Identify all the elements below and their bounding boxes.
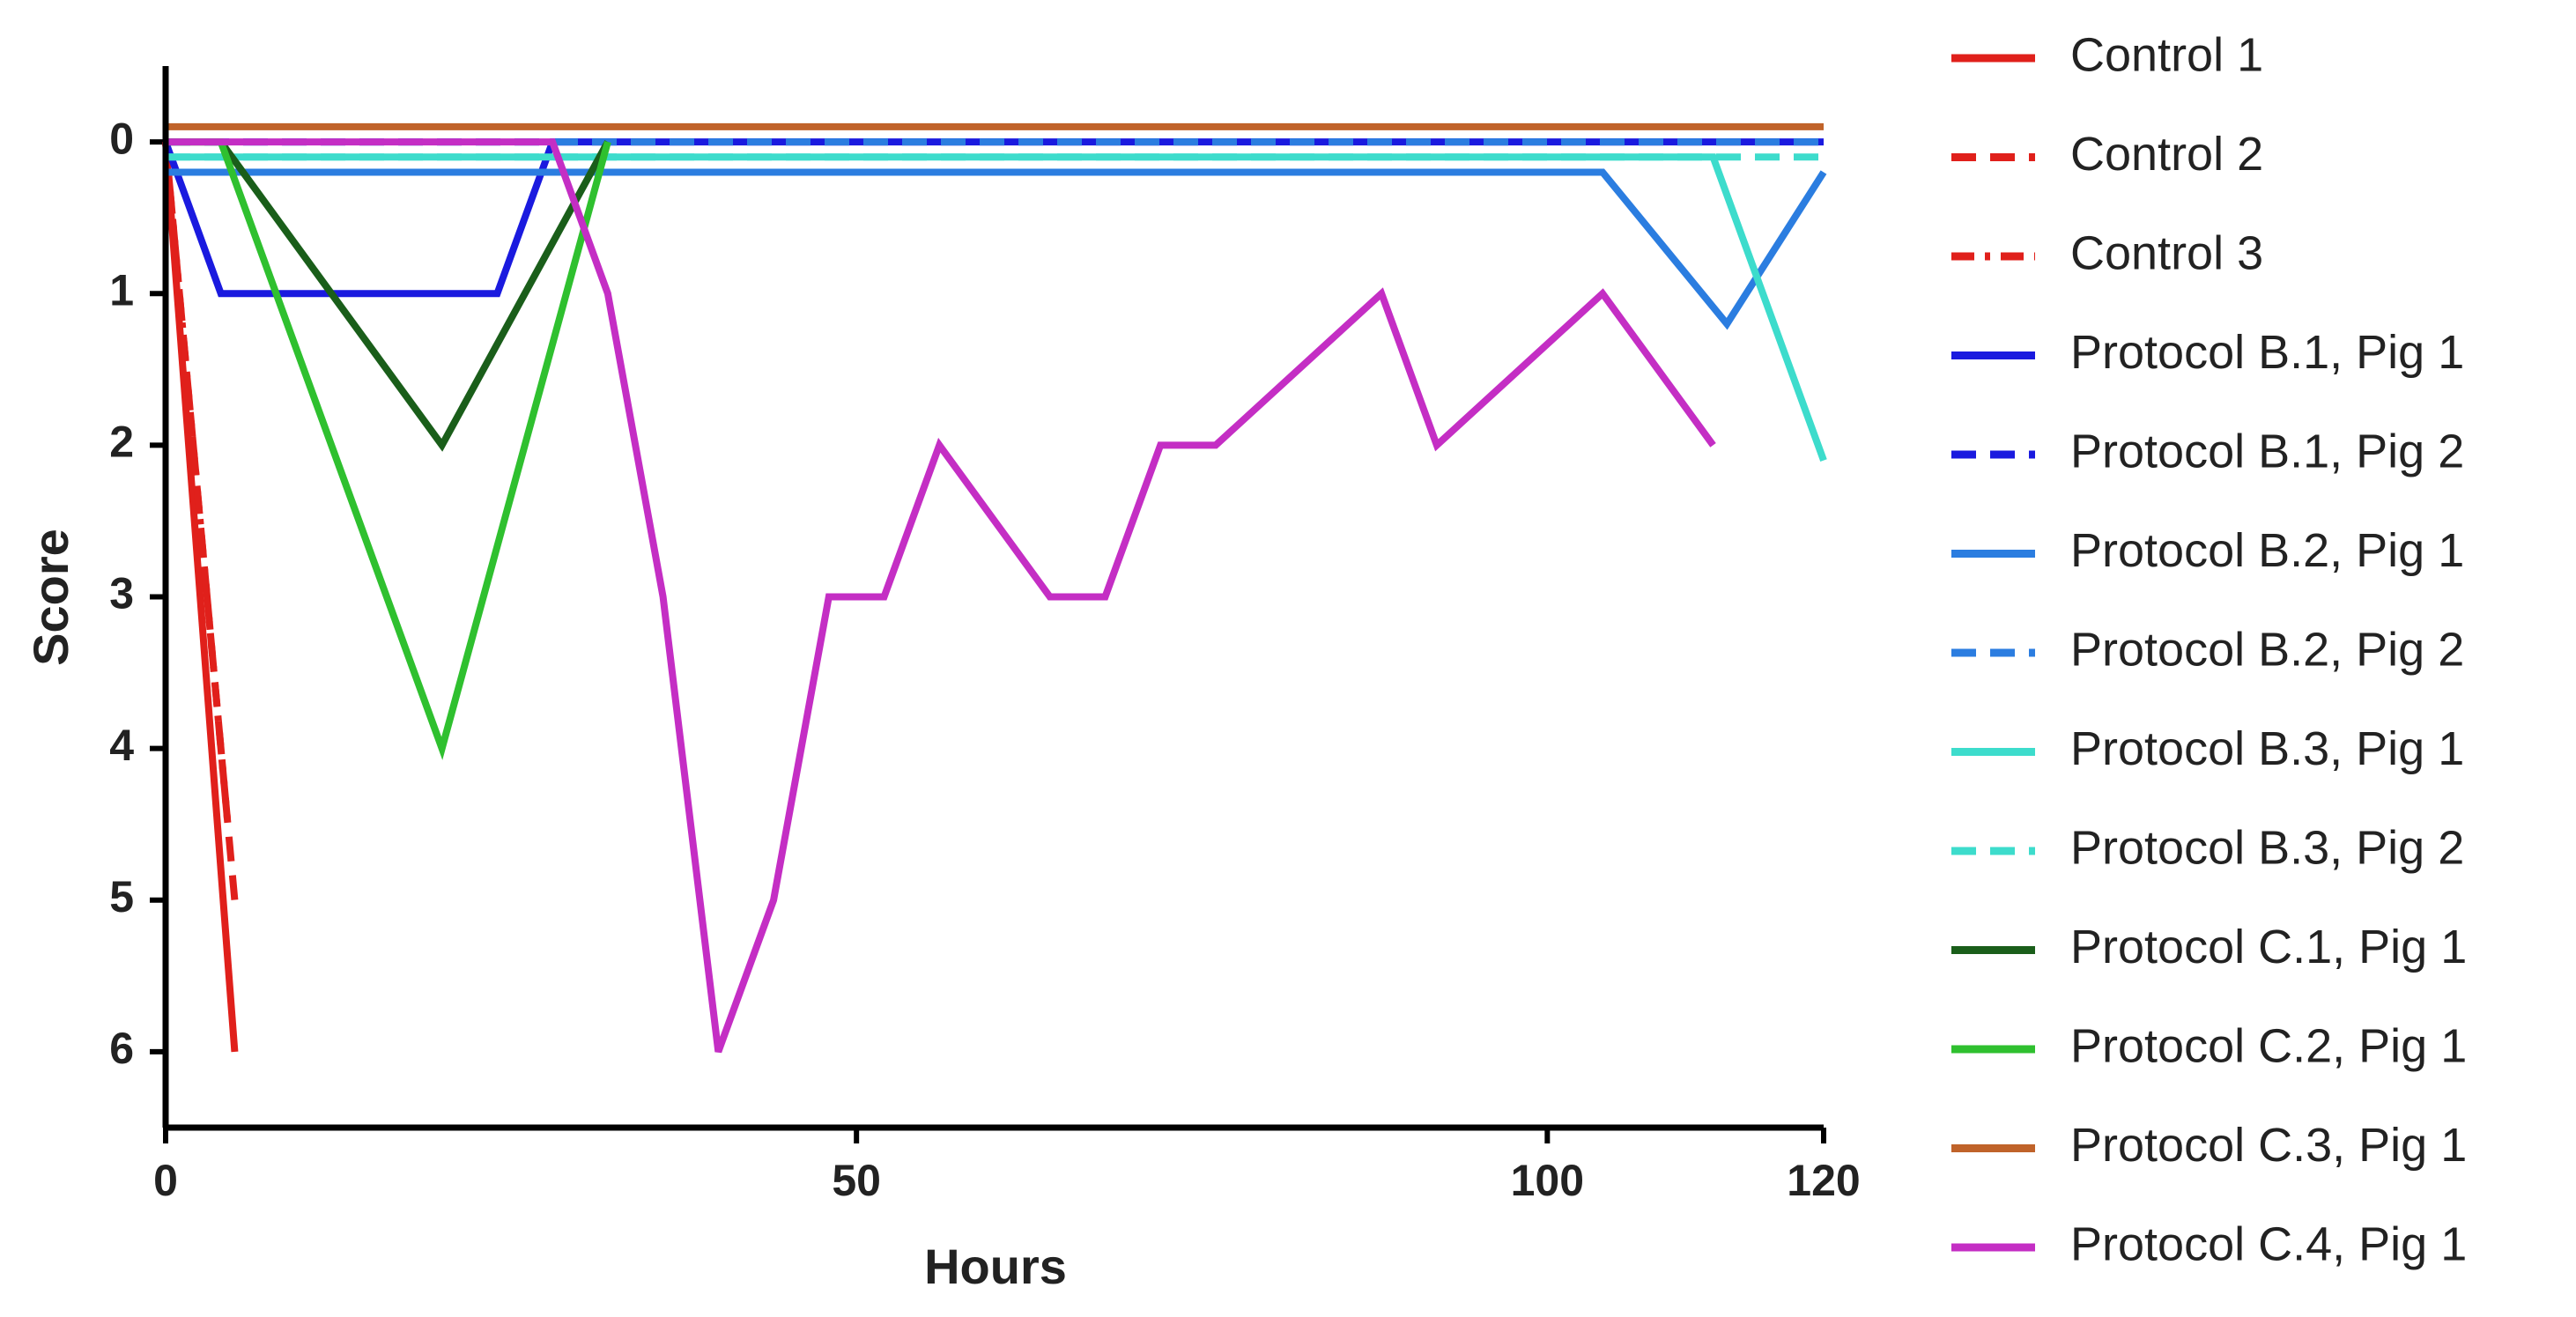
series-line [166,153,1827,462]
series-line [162,141,232,825]
x-tick-label: 50 [832,1156,881,1205]
legend-label: Control 1 [2070,28,2263,81]
y-axis-label: Score [23,529,78,666]
y-tick-label: 0 [109,114,134,163]
x-tick-label: 0 [153,1156,178,1205]
legend-label: Control 2 [2070,128,2263,181]
legend-label: Protocol B.3, Pig 2 [2070,821,2464,874]
x-axis-label: Hours [924,1239,1067,1294]
legend-label: Protocol B.2, Pig 2 [2070,623,2464,676]
legend-label: Protocol B.3, Pig 1 [2070,722,2464,775]
legend-label: Protocol C.2, Pig 1 [2070,1019,2467,1072]
legend-label: Protocol B.1, Pig 1 [2070,326,2464,379]
series-line [166,138,611,760]
series-line [166,168,1827,330]
y-tick-label: 2 [109,418,134,467]
legend-label: Protocol C.3, Pig 1 [2070,1119,2467,1172]
y-tick-label: 6 [109,1024,134,1073]
y-tick-label: 3 [109,569,134,618]
legend-label: Protocol B.1, Pig 2 [2070,425,2464,477]
y-tick-label: 5 [109,872,134,921]
series-line [162,138,1824,298]
y-tick-label: 1 [109,265,134,314]
series-line [166,138,1716,1054]
legend-label: Protocol B.2, Pig 1 [2070,524,2464,577]
y-tick-label: 4 [109,721,134,770]
x-tick-label: 100 [1511,1156,1584,1205]
x-tick-label: 120 [1787,1156,1860,1205]
series-line [162,141,239,901]
legend-label: Protocol C.4, Pig 1 [2070,1217,2467,1270]
legend-label: Control 3 [2070,226,2263,279]
legend-label: Protocol C.1, Pig 1 [2070,921,2467,973]
